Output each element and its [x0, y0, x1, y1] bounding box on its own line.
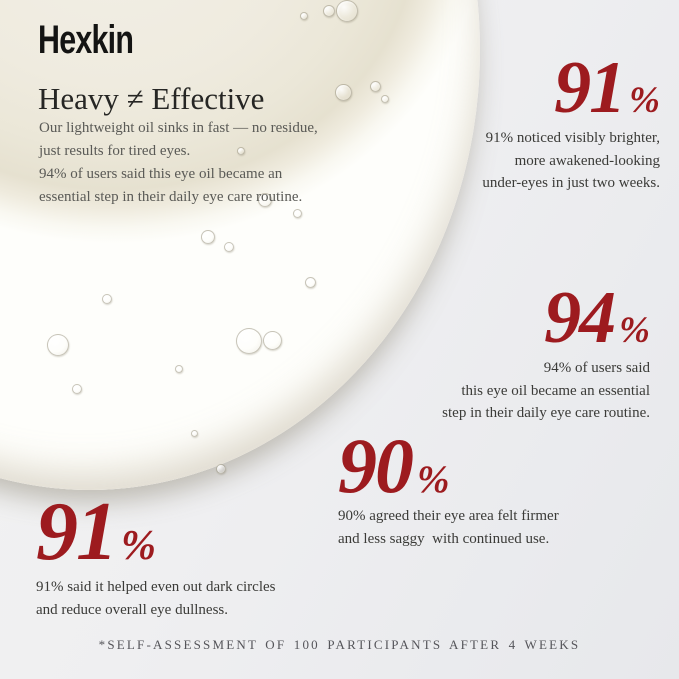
bubble	[216, 464, 226, 474]
bubble	[224, 242, 234, 252]
percent-sign: %	[629, 80, 660, 121]
stat-firmer-eye-area: 90% 90% agreed their eye area felt firme…	[338, 427, 559, 550]
bubble	[300, 12, 308, 20]
stat-dark-circles: 91% 91% said it helped even out dark cir…	[36, 490, 276, 621]
bubble	[47, 334, 69, 356]
percent-sign: %	[417, 458, 450, 501]
bubble	[191, 430, 198, 437]
percent-sign: %	[121, 523, 156, 569]
stat-daily-routine: 94% 94% of users said this eye oil becam…	[442, 281, 650, 425]
intro-paragraph-1: Our lightweight oil sinks in fast — no r…	[39, 120, 318, 159]
bubble	[175, 365, 183, 373]
stat-digits: 90	[338, 422, 414, 509]
stat-description: 90% agreed their eye area felt firmer an…	[338, 508, 559, 547]
stat-description: 94% of users said this eye oil became an…	[442, 360, 650, 421]
bubble	[201, 230, 215, 244]
bubble	[336, 0, 358, 22]
stat-digits: 91	[36, 485, 118, 578]
intro-paragraph-2: 94% of users said this eye oil became an…	[39, 166, 303, 205]
bubble	[236, 328, 262, 354]
stat-digits: 91	[554, 47, 626, 129]
stat-brighter-under-eyes: 91% 91% noticed visibly brighter, more a…	[482, 51, 660, 195]
bubble	[305, 277, 316, 288]
bubble	[335, 84, 352, 101]
brand-logo: Hexkin	[38, 18, 134, 62]
stat-digits: 94	[544, 277, 616, 359]
stat-value: 91%	[36, 490, 276, 574]
bubble	[381, 95, 389, 103]
stat-description: 91% said it helped even out dark circles…	[36, 579, 276, 618]
bubble	[323, 5, 335, 17]
stat-value: 94%	[442, 281, 650, 355]
stat-value: 90%	[338, 427, 559, 505]
bubble	[72, 384, 82, 394]
bubble	[370, 81, 381, 92]
bubble	[293, 209, 302, 218]
percent-sign: %	[619, 310, 650, 351]
stat-description: 91% noticed visibly brighter, more awake…	[482, 130, 660, 191]
stat-value: 91%	[482, 51, 660, 125]
bubble	[102, 294, 112, 304]
headline: Heavy ≠ Effective	[38, 81, 265, 116]
disclaimer: *SELF-ASSESSMENT OF 100 PARTICIPANTS AFT…	[98, 637, 581, 652]
bubble	[263, 331, 282, 350]
bubble	[258, 193, 272, 207]
bubble	[237, 147, 245, 155]
